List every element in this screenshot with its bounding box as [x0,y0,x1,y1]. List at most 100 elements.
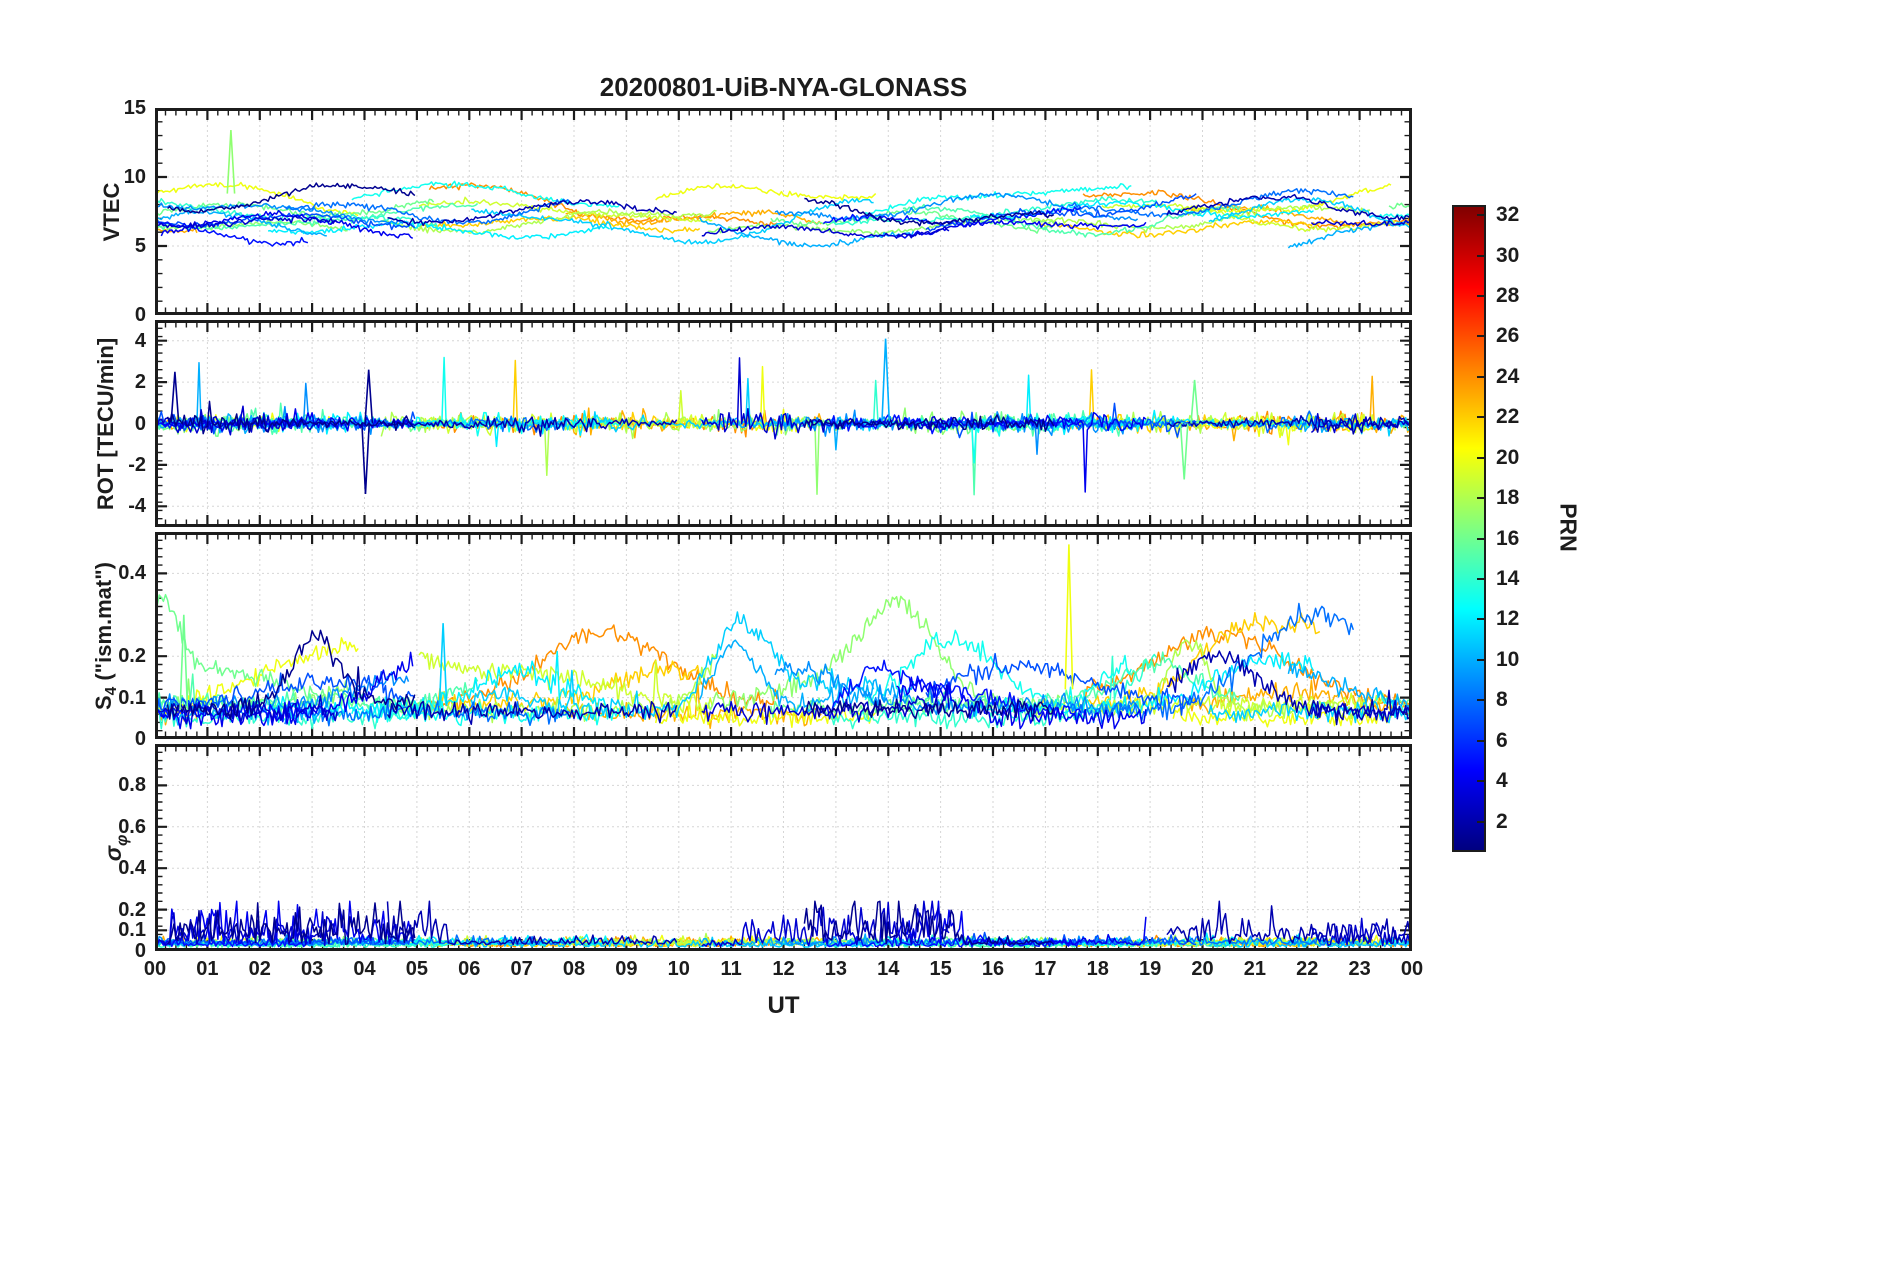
y-axis-label-vtec: VTEC [99,182,124,241]
colorbar-tick-mark [1477,780,1485,783]
axis-border [155,320,1412,527]
y-tick-label: 0 [134,728,146,750]
y-tick-label: 5 [134,235,146,257]
series-line-prn-10 [699,216,915,248]
event-spike-prn-1 [361,423,370,494]
series-line-prn-4 [895,900,1147,946]
x-tick-label: 00 [1400,958,1424,980]
panel-sigma-phi [155,744,1412,951]
x-tick-label: 07 [510,958,533,980]
series-line-prn-1 [804,698,1055,722]
x-axis-label: UT [767,992,800,1019]
y-tick-label: -2 [128,453,146,476]
axis-major-ticks [155,108,1412,315]
colorbar-tick-label: 8 [1496,688,1508,712]
colorbar-tick-label: 28 [1496,283,1520,307]
series-line-prn-9 [157,202,409,225]
x-tick-label: 00 [143,958,167,980]
series-line-prn-5 [822,206,1082,228]
series-line-prn-10 [1287,662,1410,715]
y-tick-label: 0 [134,940,146,962]
event-spike-prn-10 [881,338,891,422]
series-line-prn-20 [157,637,359,716]
colorbar-tick-mark [1477,335,1485,338]
colorbar-tick-label: 24 [1496,364,1520,388]
x-tick-label: 21 [1243,958,1266,980]
colorbar-tick-label: 16 [1496,526,1520,550]
x-tick-label: 02 [248,958,271,980]
y-tick-label: 0 [134,304,146,326]
colorbar-tick-label: 14 [1496,567,1520,591]
colorbar-tick-label: 30 [1496,243,1520,267]
y-tick-label: 0.4 [118,562,146,585]
colorbar [1452,205,1486,852]
series-line-prn-16 [1388,202,1410,210]
x-tick-label: 23 [1348,958,1371,980]
series-line-prn-3 [701,683,950,725]
series-line-prn-3 [157,909,338,947]
x-tick-label: 19 [1139,958,1162,980]
colorbar-tick-mark [1477,456,1485,459]
x-tick-label: 13 [824,958,847,980]
y-tick-label: 0.8 [118,774,146,797]
series-line-prn-1 [804,197,1055,227]
x-tick-label: 08 [562,958,586,980]
event-spike-prn-11 [438,623,448,706]
axis-major-ticks [155,534,1412,739]
x-tick-label: 03 [301,958,324,980]
y-tick-label: 0.2 [118,898,146,921]
series-line-prn-1 [803,414,1055,432]
x-tick-label: 12 [772,958,795,980]
series-line-prn-2 [386,700,678,726]
series-line-prn-5 [822,934,1082,948]
x-tick-label: 16 [981,958,1005,980]
series-line-prn-20 [655,183,877,201]
series-line-prn-19 [418,389,714,436]
series-line-prn-2 [1166,650,1410,726]
series-line-prn-20 [1172,703,1392,728]
y-axis-label-rot: ROT [TECU/min] [93,337,118,510]
panel-vtec [155,108,1412,315]
y-tick-label: 0.1 [118,919,146,942]
colorbar-tick-mark [1477,214,1485,217]
colorbar-tick-mark [1477,416,1485,419]
panel-vtec-plot [155,108,1412,315]
y-tick-label: 4 [134,329,146,352]
panel-sigma-phi-plot [155,744,1412,951]
series-line-prn-10 [1287,220,1410,249]
series-line-prn-15 [902,203,1241,238]
event-spike-prn-16 [1190,379,1200,424]
y-axis-label-s4: S4 ("ism.mat") [90,561,121,710]
series-line-prn-1 [803,900,1055,946]
series-line-prn-5 [157,934,309,948]
colorbar-tick-label: 26 [1496,324,1520,348]
series-line-prn-13 [864,182,1132,215]
colorbar-tick-label: 32 [1496,203,1520,227]
y-axis-label-sigma-phi: σφ [100,834,131,861]
series-line-prn-20 [157,181,359,217]
grid-lines [157,746,1410,949]
colorbar-tick-label: 4 [1496,769,1508,793]
series-line-prn-10 [699,639,915,715]
series-line-prn-11 [470,611,875,721]
x-tick-label: 06 [458,958,481,980]
colorbar-tick-mark [1477,699,1485,702]
event-spike-prn-20 [1064,544,1074,690]
series-line-prn-22 [1038,218,1321,239]
colorbar-tick-mark [1477,294,1485,297]
x-tick-label: 09 [615,958,638,980]
colorbar-tick-label: 18 [1496,486,1520,510]
y-tick-label: 0.1 [118,686,146,709]
series-line-prn-2 [1166,193,1410,221]
series-line-prn-19 [1101,685,1396,719]
y-tick-label: -4 [128,495,146,518]
colorbar-tick-mark [1477,537,1485,540]
series-line-prn-3 [1310,219,1410,227]
series-line-prn-19 [418,196,713,223]
series-line-prn-3 [701,224,950,239]
colorbar-tick-mark [1477,618,1485,621]
event-spike-prn-16 [179,614,189,711]
y-tick-label: 0.6 [118,815,146,838]
y-tick-label: 0.2 [118,645,146,668]
